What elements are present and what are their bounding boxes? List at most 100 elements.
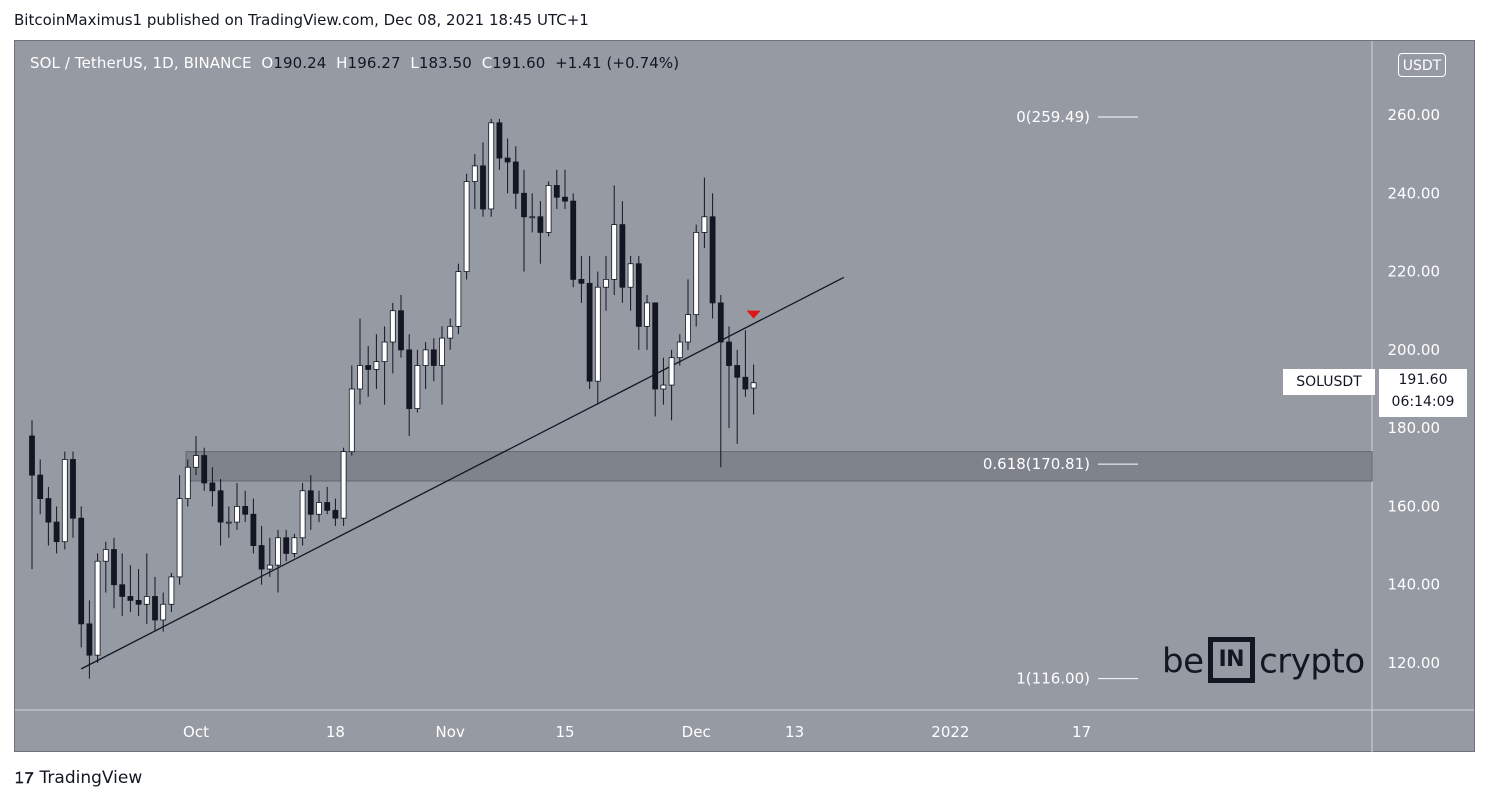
candle-body bbox=[414, 365, 421, 409]
candle-body bbox=[480, 165, 486, 210]
sell-signal-marker bbox=[746, 310, 761, 319]
candle-body bbox=[78, 517, 85, 625]
currency-unit-button[interactable]: USDT bbox=[1398, 53, 1446, 77]
candle-body bbox=[209, 482, 216, 492]
fib-level-label: 0(259.49) bbox=[1016, 108, 1090, 126]
candle-body bbox=[578, 278, 585, 284]
candle-body bbox=[299, 490, 306, 539]
candle-body bbox=[455, 271, 462, 327]
chart-frame[interactable] bbox=[14, 40, 1475, 752]
x-tick-label: Oct bbox=[183, 723, 209, 741]
candle-body bbox=[570, 200, 577, 280]
candle-body bbox=[111, 549, 117, 586]
high-value: 196.27 bbox=[347, 54, 401, 72]
x-tick-label: 2022 bbox=[931, 723, 969, 741]
candle-body bbox=[644, 302, 650, 327]
candle-body bbox=[627, 263, 634, 288]
y-tick-label: 200.00 bbox=[1388, 341, 1441, 359]
open-value: 190.24 bbox=[273, 54, 327, 72]
candle-body bbox=[176, 498, 183, 578]
candle-body bbox=[512, 161, 519, 194]
y-tick-label: 240.00 bbox=[1388, 184, 1441, 202]
y-tick-label: 260.00 bbox=[1388, 106, 1441, 124]
last-price-tag: SOLUSDT 191.60 06:14:09 bbox=[1283, 369, 1467, 417]
candle-body bbox=[701, 216, 708, 233]
candle-body bbox=[635, 263, 642, 327]
candle-body bbox=[471, 165, 478, 182]
candle-body bbox=[102, 549, 109, 562]
y-tick-label: 220.00 bbox=[1388, 263, 1441, 281]
candle-body bbox=[357, 365, 363, 390]
candle-body bbox=[143, 596, 150, 605]
candle-body bbox=[422, 349, 429, 366]
candle-body bbox=[652, 302, 659, 390]
price-tag-symbol: SOLUSDT bbox=[1283, 369, 1375, 395]
low-value: 183.50 bbox=[418, 54, 472, 72]
beincrypto-watermark: be IN crypto bbox=[1162, 637, 1365, 686]
candle-body bbox=[94, 560, 101, 656]
x-tick-label: 15 bbox=[555, 723, 574, 741]
candle-body bbox=[324, 502, 331, 511]
x-tick-label: 17 bbox=[1072, 723, 1091, 741]
candle-body bbox=[201, 455, 208, 484]
candle-body bbox=[119, 584, 126, 597]
candle-body bbox=[685, 314, 691, 343]
candle-body bbox=[340, 451, 347, 519]
candle-body bbox=[225, 521, 232, 524]
candle-body bbox=[693, 232, 700, 316]
candle-body bbox=[660, 384, 667, 390]
x-tick-label: Nov bbox=[436, 723, 465, 741]
watermark-right: crypto bbox=[1259, 641, 1365, 682]
candle-body bbox=[488, 122, 495, 210]
candle-body bbox=[316, 502, 322, 515]
candle-body bbox=[45, 498, 52, 523]
candle-body bbox=[250, 513, 257, 546]
candle-body bbox=[275, 537, 281, 566]
y-tick-label: 160.00 bbox=[1388, 497, 1441, 515]
close-label: C bbox=[481, 54, 493, 72]
brand-label: TradingView bbox=[39, 768, 143, 788]
candle-body bbox=[217, 490, 224, 523]
support-zone bbox=[185, 451, 1373, 482]
candle-body bbox=[529, 216, 536, 219]
tradingview-brand[interactable]: 𝟷𝟩 TradingView bbox=[14, 768, 142, 788]
fib-level-label: 0.618(170.81) bbox=[983, 455, 1090, 473]
price-tag-price: 191.60 bbox=[1398, 372, 1448, 388]
candle-body bbox=[86, 623, 93, 656]
watermark-in-box: IN bbox=[1207, 637, 1256, 683]
pair-label: SOL / TetherUS, 1D, BINANCE bbox=[30, 54, 252, 72]
y-tick-label: 120.00 bbox=[1388, 654, 1441, 672]
candle-body bbox=[430, 349, 437, 366]
candle-body bbox=[381, 341, 388, 362]
candle-body bbox=[726, 341, 732, 366]
candle-body bbox=[242, 506, 249, 515]
candle-body bbox=[283, 537, 290, 554]
change-value: +1.41 (+0.74%) bbox=[555, 54, 680, 72]
candle-body bbox=[504, 157, 511, 163]
candle-body bbox=[586, 282, 593, 382]
candle-body bbox=[537, 216, 544, 233]
symbol-legend: SOL / TetherUS, 1D, BINANCE O190.24 H196… bbox=[30, 54, 679, 72]
candle-body bbox=[29, 435, 35, 476]
y-tick-label: 180.00 bbox=[1388, 419, 1441, 437]
price-tag-countdown: 06:14:09 bbox=[1391, 394, 1455, 410]
candle-body bbox=[135, 599, 142, 605]
candle-body bbox=[562, 196, 568, 202]
candle-body bbox=[668, 357, 675, 386]
fib-level-label: 1(116.00) bbox=[1016, 670, 1090, 688]
candle-body bbox=[611, 224, 618, 280]
publish-line: BitcoinMaximus1 published on TradingView… bbox=[14, 11, 589, 29]
tradingview-logo-icon: 𝟷𝟩 bbox=[14, 768, 34, 788]
x-tick-label: 18 bbox=[326, 723, 345, 741]
candle-body bbox=[258, 545, 265, 570]
y-tick-label: 140.00 bbox=[1388, 576, 1441, 594]
candle-body bbox=[365, 365, 372, 370]
candle-body bbox=[348, 388, 355, 453]
candle-body bbox=[53, 521, 60, 543]
candle-body bbox=[717, 302, 724, 343]
candle-body bbox=[463, 181, 470, 272]
candle-body bbox=[307, 490, 314, 515]
candle-body bbox=[389, 310, 396, 343]
candle-body bbox=[742, 376, 749, 390]
